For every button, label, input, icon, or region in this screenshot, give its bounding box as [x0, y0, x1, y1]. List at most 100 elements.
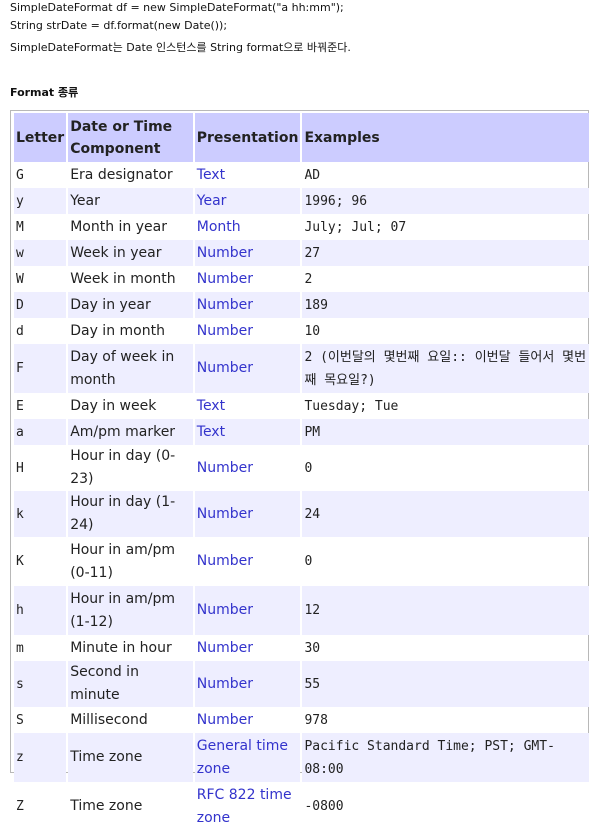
- cell-presentation: Month: [196, 218, 241, 235]
- cell-presentation: Number: [196, 459, 254, 476]
- cell-example: 55: [302, 661, 589, 707]
- header-component: Date or Time Component: [68, 113, 193, 162]
- cell-component: Day of week in month: [68, 344, 193, 393]
- cell-letter: w: [14, 240, 67, 266]
- cell-presentation: Number: [194, 661, 301, 707]
- cell-presentation: Text: [196, 397, 226, 414]
- code-line-1: SimpleDateFormat df = new SimpleDateForm…: [10, 1, 344, 14]
- code-line-2: String strDate = df.format(new Date());: [10, 19, 228, 32]
- cell-presentation: Text: [194, 419, 301, 445]
- cell-letter: Z: [16, 799, 24, 814]
- table-row: W Week in month Number 2: [14, 266, 589, 292]
- cell-letter: m: [16, 640, 24, 656]
- cell-example: 2 (이번달의 몇번째 요일:: 이번달 들어서 몇번째 목요일?): [302, 344, 589, 393]
- cell-component: Time zone: [68, 733, 193, 782]
- table-row: S Millisecond Number 978: [14, 707, 589, 733]
- table-header-row: Letter Date or Time Component Presentati…: [14, 113, 589, 162]
- cell-letter: z: [14, 733, 67, 782]
- cell-presentation: General time zone: [194, 733, 301, 782]
- cell-example: Tuesday; Tue: [304, 398, 399, 414]
- cell-presentation: RFC 822 time zone: [196, 786, 292, 826]
- table-row: s Second in minute Number 55: [14, 661, 589, 707]
- cell-component: Hour in day (0-23): [70, 448, 176, 487]
- code-description: SimpleDateFormat는 Date 인스턴스를 String form…: [10, 41, 351, 54]
- cell-example: -0800: [304, 799, 344, 814]
- cell-presentation: Number: [194, 491, 301, 537]
- cell-example: AD: [304, 167, 321, 183]
- table-row: d Day in month Number 10: [14, 318, 589, 344]
- table-row: M Month in year Month July; Jul; 07: [14, 214, 589, 240]
- cell-component: Hour in day (1-24): [68, 491, 193, 537]
- cell-letter: h: [14, 586, 67, 635]
- cell-presentation: Number: [196, 553, 254, 569]
- cell-presentation: Text: [196, 166, 226, 183]
- table-row: G Era designator Text AD: [14, 162, 589, 188]
- cell-example: 0: [304, 460, 313, 476]
- table-row: y Year Year 1996; 96: [14, 188, 589, 214]
- cell-example: 978: [304, 712, 328, 728]
- cell-component: Time zone: [70, 798, 143, 814]
- cell-presentation: Number: [196, 711, 254, 728]
- table-row: m Minute in hour Number 30: [14, 635, 589, 661]
- table-row: z Time zone General time zone Pacific Stand…: [14, 733, 589, 782]
- table-row: F Day of week in month Number 2 (이번달의 몇번째 요…: [14, 344, 589, 393]
- cell-presentation: Number: [194, 292, 301, 318]
- cell-example: 0: [304, 554, 313, 569]
- cell-component: Week in year: [68, 240, 193, 266]
- cell-component: Day in week: [70, 397, 157, 414]
- cell-letter: H: [16, 460, 24, 476]
- cell-letter: d: [16, 323, 24, 339]
- table-row: Z Time zone RFC 822 time zone -0800: [14, 782, 589, 831]
- cell-component: Era designator: [70, 166, 173, 183]
- cell-presentation: Number: [196, 639, 254, 656]
- cell-presentation: Number: [194, 586, 301, 635]
- cell-letter: E: [16, 398, 24, 414]
- cell-letter: F: [14, 344, 67, 393]
- cell-presentation: Number: [194, 240, 301, 266]
- cell-example: 12: [302, 586, 589, 635]
- header-presentation: Presentation: [194, 113, 301, 162]
- cell-example: 189: [302, 292, 589, 318]
- cell-letter: s: [14, 661, 67, 707]
- table-row: E Day in week Text Tuesday; Tue: [14, 393, 589, 419]
- cell-letter: D: [14, 292, 67, 318]
- cell-component: Minute in hour: [70, 639, 172, 656]
- cell-example: 1996; 96: [302, 188, 589, 214]
- table-row: a Am/pm marker Text PM: [14, 419, 589, 445]
- cell-letter: K: [16, 554, 24, 569]
- cell-component: Hour in am/pm (0-11): [70, 541, 176, 581]
- header-examples: Examples: [302, 113, 589, 162]
- cell-presentation: Number: [196, 322, 254, 339]
- cell-component: Day in year: [68, 292, 193, 318]
- cell-example: 2: [304, 271, 313, 287]
- cell-component: Week in month: [70, 270, 176, 287]
- cell-presentation: Number: [196, 270, 254, 287]
- table-body: G Era designator Text AD y Year Year 1996; 96 M M…: [14, 162, 589, 831]
- table-row: H Hour in day (0-23) Number 0: [14, 445, 589, 491]
- header-letter: Letter: [14, 113, 67, 162]
- cell-component: Second in minute: [68, 661, 193, 707]
- cell-letter: k: [14, 491, 67, 537]
- table-row: h Hour in am/pm (1-12) Number 12: [14, 586, 589, 635]
- table-row: K Hour in am/pm (0-11) Number 0: [14, 537, 589, 586]
- cell-presentation: Year: [194, 188, 301, 214]
- cell-example: July; Jul; 07: [304, 219, 407, 235]
- cell-component: Year: [68, 188, 193, 214]
- cell-presentation: Number: [194, 344, 301, 393]
- cell-letter: y: [14, 188, 67, 214]
- section-title: Format 종류: [10, 86, 79, 99]
- table-row: k Hour in day (1-24) Number 24: [14, 491, 589, 537]
- cell-component: Millisecond: [70, 711, 148, 728]
- cell-example: 27: [302, 240, 589, 266]
- cell-letter: M: [16, 219, 24, 235]
- cell-letter: S: [16, 712, 24, 728]
- cell-example: Pacific Standard Time; PST; GMT-08:00: [302, 733, 589, 782]
- cell-component: Hour in am/pm (1-12): [68, 586, 193, 635]
- table-row: D Day in year Number 189: [14, 292, 589, 318]
- cell-letter: G: [16, 167, 24, 183]
- cell-letter: a: [14, 419, 67, 445]
- cell-letter: W: [16, 271, 24, 287]
- cell-example: PM: [302, 419, 589, 445]
- cell-example: 24: [302, 491, 589, 537]
- cell-component: Day in month: [70, 322, 165, 339]
